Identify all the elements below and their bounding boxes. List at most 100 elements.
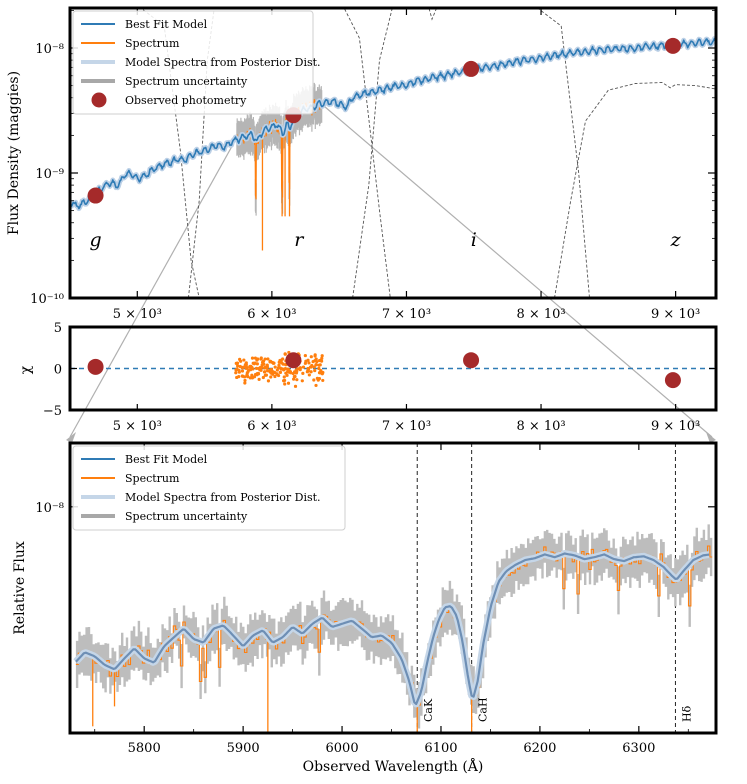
- chi-point: [257, 377, 261, 381]
- chi-point: [293, 384, 298, 388]
- chi-point: [295, 378, 299, 382]
- chi-point: [255, 373, 259, 377]
- spectrum-chi-points: [234, 350, 325, 388]
- chi-point: [273, 370, 277, 375]
- chi-point: [260, 363, 264, 367]
- chi-point: [238, 364, 242, 369]
- top-axis-ticks: 5 × 10³ 6 × 10³ 7 × 10³ 8 × 10³ 9 × 10³ 10⁻⁸ 1…: [30, 8, 716, 322]
- chi-point: [320, 356, 324, 361]
- filter-curve-z: [554, 82, 716, 298]
- photometry-chi-point: [285, 352, 302, 369]
- x-tick-label: 5800: [128, 741, 161, 756]
- chi-axis-label: χ: [18, 365, 34, 374]
- photometry-chi-point: [664, 372, 681, 389]
- bottom-panel: CaK CaH Hδ 5800 5900 6000 6100 6200 6300 10⁻⁸ Re…: [12, 441, 718, 775]
- chi-point: [269, 375, 273, 379]
- x-tick-label: 5900: [227, 741, 260, 756]
- chi-point: [266, 379, 271, 383]
- legend-box: [72, 445, 346, 531]
- chi-point: [251, 361, 255, 365]
- chi-point: [314, 357, 318, 361]
- wavelength-axis-label: Observed Wavelength (Å): [303, 757, 484, 775]
- chi-point: [306, 358, 310, 362]
- legend-entry-label: Spectrum uncertainty: [125, 510, 248, 523]
- chi-point: [307, 361, 311, 365]
- chi-point: [259, 356, 263, 360]
- chi-point: [321, 378, 325, 383]
- x-tick-label: 6300: [622, 741, 655, 756]
- photometry-chi-point: [87, 358, 104, 375]
- chi-point: [240, 374, 244, 378]
- chi-point: [261, 359, 266, 363]
- chi-point: [281, 362, 285, 366]
- chi-point: [313, 368, 317, 373]
- chi-point: [315, 360, 319, 364]
- legend-entry-label: Model Spectra from Posterior Dist.: [125, 56, 321, 69]
- connector-arrow-right: [706, 432, 716, 443]
- chi-point: [273, 374, 277, 379]
- chi-point: [320, 354, 324, 358]
- chi-point: [269, 371, 273, 375]
- chi-point: [277, 363, 281, 367]
- bottom-model-curve: [73, 550, 711, 708]
- chi-point: [278, 358, 282, 363]
- chi-point: [236, 364, 240, 368]
- top-panel: g r i z 5 × 10³ 6 × 10³ 7 × 10³ 8 × 10³ 9 × 10³…: [6, 6, 718, 322]
- chi-point: [240, 369, 245, 373]
- connector-right: [322, 104, 713, 438]
- top-best-fit-line: [70, 37, 716, 210]
- photometry-chi-points: [87, 352, 681, 389]
- chi-point: [286, 381, 291, 385]
- x-tick-label: 6200: [523, 741, 556, 756]
- chi-point: [239, 359, 243, 363]
- x-tick-label: 6100: [424, 741, 457, 756]
- chi-point: [272, 361, 276, 365]
- chi-point: [237, 375, 241, 379]
- middle-axis-ticks: 5 0 −5 5 × 10³ 6 × 10³ 7 × 10³ 8 × 10³ 9 × 10³: [43, 321, 716, 434]
- photometry-point: [664, 37, 681, 54]
- chi-point: [241, 366, 245, 370]
- chi-point: [309, 355, 313, 359]
- chi-point: [266, 369, 270, 373]
- band-label: i: [471, 229, 477, 251]
- x-tick-label: 9 × 10³: [651, 307, 700, 322]
- chi-point: [280, 367, 284, 371]
- chi-point: [248, 376, 252, 380]
- top-photometry-points: [87, 37, 681, 204]
- middle-panel: 50−55 × 10³ 6 × 10³ 7 × 10³ 8 × 10³ 9 × 10³ …: [18, 321, 718, 434]
- legend-box: [72, 10, 314, 115]
- chi-point: [261, 375, 265, 380]
- chi-point: [283, 382, 287, 386]
- legend-entry-label: Best Fit Model: [125, 453, 208, 466]
- chi-point: [234, 368, 238, 372]
- bottom-frame: [68, 441, 718, 735]
- top-y-axis-label: Flux Density (maggies): [6, 71, 22, 235]
- x-tick-label: 6000: [326, 741, 359, 756]
- chi-point: [253, 356, 257, 360]
- chi-point: [250, 356, 255, 360]
- top-model-curve: [70, 36, 716, 212]
- chi-point: [282, 375, 286, 379]
- chi-point: [243, 378, 247, 383]
- x-tick-label: 5 × 10³: [113, 307, 162, 322]
- chi-point: [317, 363, 321, 367]
- chi-point: [314, 363, 318, 367]
- chi-point: [250, 373, 254, 377]
- x-tick-label: 6 × 10³: [247, 419, 296, 434]
- chi-point: [301, 371, 305, 375]
- chi-point: [234, 371, 238, 375]
- chi-point: [314, 383, 318, 388]
- chi-point: [301, 365, 306, 369]
- chi-point: [307, 373, 311, 377]
- bottom-axis-ticks: 5800 5900 6000 6100 6200 6300 10⁻⁸: [35, 443, 716, 756]
- relative-flux-axis-label: Relative Flux: [12, 541, 28, 635]
- chi-point: [243, 381, 247, 385]
- x-tick-label: 5 × 10³: [113, 419, 162, 434]
- spectral-line-labels: CaK CaH Hδ: [422, 697, 693, 722]
- chi-point: [268, 359, 272, 364]
- y-tick-label: 10⁻⁸: [35, 501, 64, 516]
- chi-point: [248, 368, 253, 372]
- chi-point: [286, 367, 290, 371]
- chi-point: [318, 371, 323, 375]
